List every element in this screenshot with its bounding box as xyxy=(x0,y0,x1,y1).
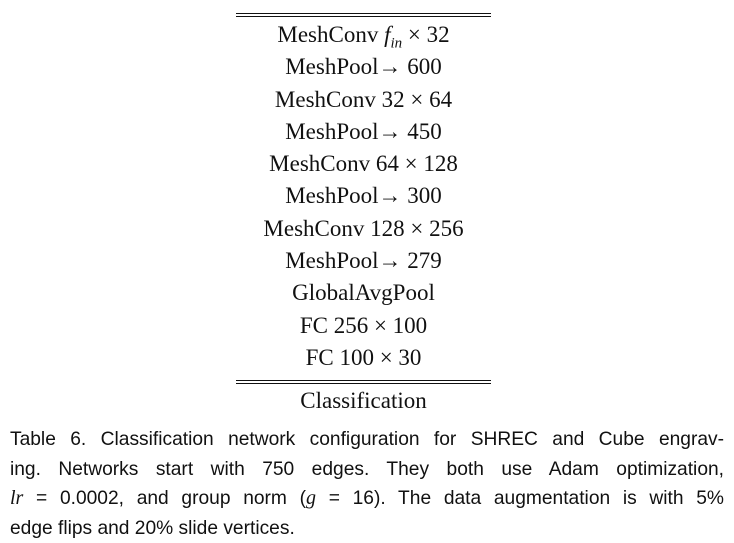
caption-lr-value: = 0.0002, and group norm ( xyxy=(23,488,306,509)
table-caption: Table 6. Classification network configur… xyxy=(10,425,724,543)
table-row: MeshPool→ 300 xyxy=(236,180,491,212)
table-row: MeshPool→ 279 xyxy=(236,245,491,277)
table-body: MeshConv fin × 32 MeshPool→ 600 MeshConv… xyxy=(236,19,491,374)
caption-line-1: Table 6. Classification network configur… xyxy=(10,425,724,455)
table-top-rule xyxy=(236,13,491,17)
network-config-table: MeshConv fin × 32 MeshPool→ 600 MeshConv… xyxy=(236,13,491,418)
row-0-sub: in xyxy=(390,36,402,52)
table-row: FC 256 × 100 xyxy=(236,310,491,342)
table-row: MeshConv 128 × 256 xyxy=(236,213,491,245)
table-row: MeshPool→ 600 xyxy=(236,51,491,83)
caption-line-3: lr = 0.0002, and group norm (g = 16). Th… xyxy=(10,484,724,514)
table-row: GlobalAvgPool xyxy=(236,277,491,309)
table-row: FC 100 × 30 xyxy=(236,342,491,374)
table-row: MeshConv 32 × 64 xyxy=(236,84,491,116)
caption-g-value: = 16). The data augmentation is with 5% xyxy=(316,488,724,509)
table-row: MeshConv fin × 32 xyxy=(236,19,491,51)
table-row: MeshPool→ 450 xyxy=(236,116,491,148)
row-0-rest: × 32 xyxy=(402,22,449,47)
caption-g-symbol: g xyxy=(306,487,316,509)
row-0-text: MeshConv xyxy=(277,22,384,47)
caption-lr-symbol: lr xyxy=(10,487,23,509)
table-row: MeshConv 64 × 128 xyxy=(236,148,491,180)
table-footer-classification: Classification xyxy=(236,384,491,418)
caption-line-4: edge flips and 20% slide vertices. xyxy=(10,514,724,543)
caption-line-2: ing. Networks start with 750 edges. They… xyxy=(10,455,724,485)
